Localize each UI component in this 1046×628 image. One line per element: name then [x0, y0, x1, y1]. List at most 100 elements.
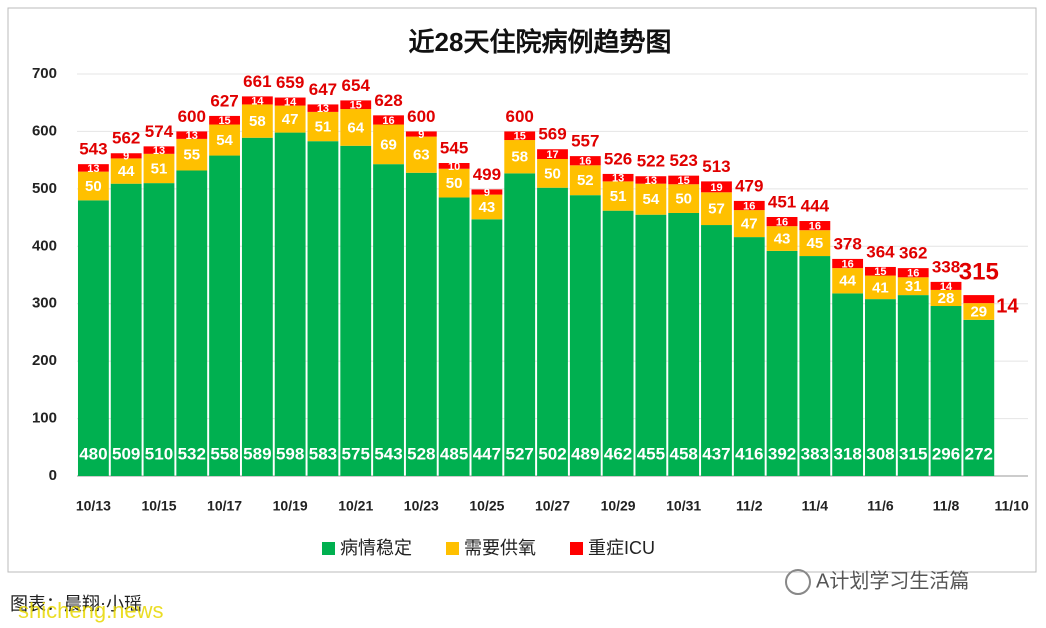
- value-label: 54: [643, 191, 660, 208]
- value-label: 44: [118, 163, 135, 180]
- bar-segment: [176, 170, 208, 477]
- bar-segment: [569, 195, 601, 476]
- bar-segment: [77, 200, 109, 477]
- value-label: 9: [418, 129, 424, 141]
- bar-segment: [110, 158, 142, 184]
- bar-segment: [340, 145, 372, 477]
- bar-segment: [963, 303, 995, 320]
- value-label: 392: [768, 444, 796, 463]
- bar-segment: [77, 164, 109, 172]
- bar-segment: [405, 172, 437, 476]
- value-label: 54: [216, 132, 233, 149]
- legend-swatch: [322, 542, 335, 555]
- value-label: 51: [610, 188, 627, 205]
- watermark: shicheng.news: [18, 598, 164, 623]
- bar-segment: [77, 171, 109, 201]
- bar-segment: [569, 165, 601, 196]
- bar-segment: [504, 131, 536, 141]
- x-tick-label: 10/13: [76, 498, 111, 514]
- value-label: 296: [932, 444, 960, 463]
- legend-label: 病情稳定: [340, 538, 412, 558]
- bar-segment: [733, 237, 765, 476]
- bar-segment: [930, 306, 962, 476]
- value-label: 489: [571, 444, 599, 463]
- bar-segment: [668, 175, 700, 185]
- x-tick-label: 11/4: [802, 498, 829, 514]
- value-label: 485: [440, 444, 468, 463]
- value-label: 29: [970, 303, 987, 320]
- bar-segment: [274, 105, 306, 133]
- bar-segment: [766, 216, 798, 227]
- value-label: 14: [940, 281, 953, 293]
- legend-swatch: [446, 542, 459, 555]
- value-label: 31: [905, 278, 922, 295]
- bar-segment: [733, 210, 765, 238]
- y-tick-label: 100: [32, 410, 57, 427]
- bar-segment: [930, 289, 962, 307]
- value-label: 10: [448, 161, 460, 173]
- total-label: 479: [735, 176, 763, 195]
- total-label: 444: [801, 197, 830, 216]
- total-label: 526: [604, 149, 632, 168]
- value-label: 14: [284, 96, 297, 108]
- y-tick-label: 600: [32, 122, 57, 139]
- bar-segment: [143, 153, 175, 184]
- bar-segment: [405, 131, 437, 137]
- total-label: 574: [145, 122, 174, 141]
- bar-segment: [569, 156, 601, 166]
- y-tick-label: 700: [32, 65, 57, 82]
- value-label: 17: [546, 149, 558, 161]
- value-label: 16: [579, 156, 591, 168]
- bar-segment: [143, 183, 175, 476]
- value-label: 50: [446, 175, 463, 192]
- bar-segment: [274, 97, 306, 106]
- value-label: 13: [645, 175, 657, 187]
- x-tick-label: 11/6: [867, 498, 894, 514]
- value-label: 583: [309, 444, 337, 463]
- bar-segment: [373, 115, 404, 125]
- value-label: 28: [938, 290, 955, 307]
- y-tick-label: 200: [32, 352, 57, 369]
- total-label: 661: [243, 72, 271, 91]
- credit: 图表：晨翔·小瑶: [10, 594, 142, 614]
- value-label: 16: [776, 216, 788, 228]
- total-label: 523: [669, 151, 697, 170]
- value-label: 308: [866, 444, 894, 463]
- total-label: 378: [833, 234, 861, 253]
- value-label: 509: [112, 444, 140, 463]
- total-label: 513: [702, 157, 730, 176]
- value-label: 41: [872, 279, 889, 296]
- value-label: 15: [678, 175, 690, 187]
- value-label: 13: [612, 173, 624, 185]
- total-label: 364: [866, 242, 895, 261]
- bar-segment: [209, 115, 240, 125]
- bar-segment: [176, 131, 208, 139]
- bar-segment: [963, 319, 995, 476]
- value-label: 43: [774, 231, 791, 248]
- bar-segment: [373, 124, 404, 165]
- value-label: 383: [801, 444, 829, 463]
- account: A计划学习生活篇: [816, 569, 969, 592]
- value-label: 14: [251, 95, 264, 107]
- bar-segment: [209, 124, 240, 156]
- value-label: 44: [839, 273, 856, 290]
- legend-label: 重症ICU: [588, 538, 655, 558]
- value-label: 52: [577, 172, 594, 189]
- y-tick-label: 500: [32, 180, 57, 197]
- total-label: 562: [112, 129, 140, 148]
- bar-segment: [307, 104, 339, 112]
- value-label: 15: [218, 115, 230, 127]
- value-label: 50: [85, 178, 102, 195]
- total-label: 362: [899, 244, 927, 263]
- value-label: 51: [315, 119, 332, 136]
- bar-segment: [635, 183, 667, 215]
- bar-segment: [307, 111, 339, 142]
- bar-segment: [209, 155, 240, 476]
- bar-segment: [241, 104, 273, 138]
- value-label: 16: [382, 115, 394, 127]
- x-tick-label: 11/10: [994, 498, 1028, 514]
- total-label: 315: [959, 258, 999, 285]
- bar-segment: [701, 181, 732, 193]
- value-label: 16: [842, 258, 854, 270]
- bar-segment: [471, 194, 503, 220]
